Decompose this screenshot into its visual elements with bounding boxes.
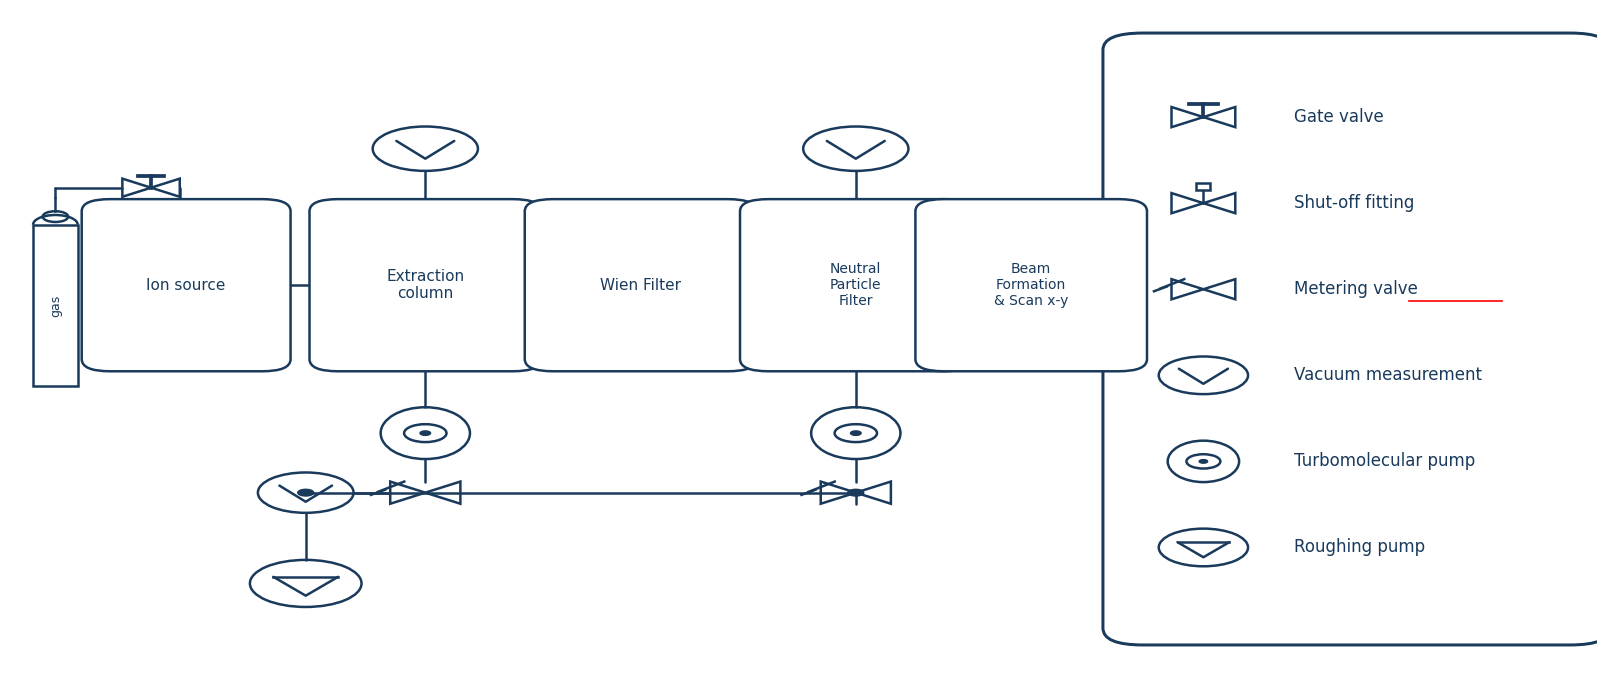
FancyBboxPatch shape <box>525 199 757 372</box>
Circle shape <box>848 490 864 496</box>
Text: Roughing pump: Roughing pump <box>1294 538 1426 557</box>
Text: Metering valve: Metering valve <box>1294 280 1418 298</box>
Circle shape <box>1198 460 1208 463</box>
FancyBboxPatch shape <box>82 199 291 372</box>
FancyBboxPatch shape <box>1102 33 1600 645</box>
Text: gas: gas <box>50 294 62 317</box>
Text: Extraction
column: Extraction column <box>386 269 464 302</box>
FancyBboxPatch shape <box>34 224 78 386</box>
Text: Wien Filter: Wien Filter <box>600 278 682 293</box>
FancyBboxPatch shape <box>1197 183 1211 191</box>
Circle shape <box>851 431 861 435</box>
Text: Ion source: Ion source <box>147 278 226 293</box>
Circle shape <box>421 431 430 435</box>
Circle shape <box>298 490 314 496</box>
Text: Vacuum measurement: Vacuum measurement <box>1294 366 1482 384</box>
FancyBboxPatch shape <box>309 199 541 372</box>
Text: Shut-off fitting: Shut-off fitting <box>1294 194 1414 212</box>
Text: Neutral
Particle
Filter: Neutral Particle Filter <box>830 262 882 308</box>
FancyBboxPatch shape <box>915 199 1147 372</box>
Text: Beam
Formation
& Scan x-y: Beam Formation & Scan x-y <box>994 262 1069 308</box>
FancyBboxPatch shape <box>741 199 971 372</box>
Text: Gate valve: Gate valve <box>1294 108 1384 126</box>
Text: Turbomolecular pump: Turbomolecular pump <box>1294 452 1475 471</box>
